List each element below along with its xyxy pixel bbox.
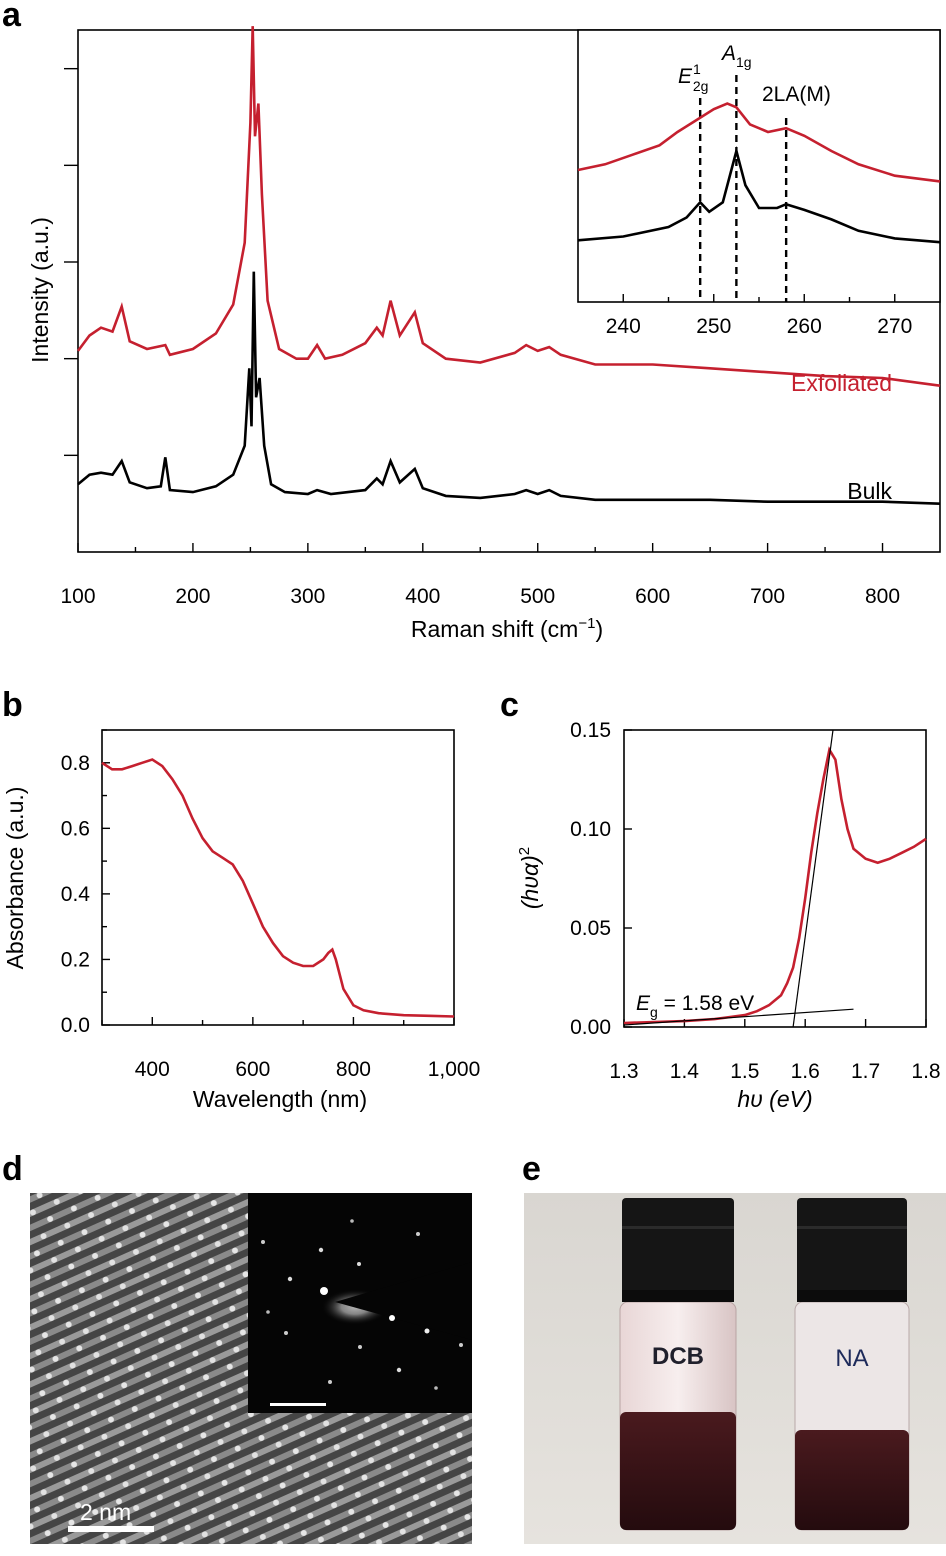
chart-b-xtick-label: 400 — [135, 1058, 170, 1081]
chart-b-ytick-label: 0.2 — [61, 948, 90, 971]
inset-xtick-label: 240 — [606, 315, 641, 338]
inset-xtick-label: 260 — [787, 315, 822, 338]
chart-c-xtick-label: 1.8 — [911, 1060, 940, 1083]
panel-label-e: e — [522, 1150, 541, 1188]
chart-a-inset: 240 250 260 270 E1 2g A1g 2LA(M) — [577, 29, 941, 338]
chart-c-xlabel: hυ (eV) — [737, 1086, 812, 1112]
vial-cap-right — [797, 1198, 907, 1302]
vial-dcb: DCB — [619, 1198, 737, 1531]
chart-b-frame — [101, 729, 455, 1026]
vial-cap-left — [622, 1198, 734, 1302]
chart-a-ylabel: Intensity (a.u.) — [27, 217, 53, 363]
chart-c-xtick-label: 1.6 — [791, 1060, 820, 1083]
scale-bar-label: 2 nm — [80, 1499, 131, 1525]
tangent-line-steep — [792, 729, 834, 1028]
vial-label-right: NA — [835, 1345, 868, 1372]
chart-b-ytick-label: 0.8 — [61, 752, 90, 775]
label-exfoliated: Exfoliated — [791, 370, 892, 396]
tangent-line-baseline — [623, 1008, 854, 1026]
series-line-exfoliated — [76, 26, 941, 387]
marker-label-e2g: E1 2g — [678, 61, 708, 94]
inset-line-exfoliated — [577, 102, 941, 183]
chart-b-ytick-label: 0.6 — [61, 817, 90, 840]
chart-a-xlabel: Raman shift (cm−1) — [411, 615, 603, 642]
panel-label-b: b — [2, 686, 23, 724]
panel-label-a: a — [2, 0, 22, 34]
chart-c-frame — [623, 729, 927, 1028]
series-line-hva2 — [623, 746, 927, 1025]
chart-a-xtick-label: 700 — [750, 585, 785, 608]
inset-frame — [577, 29, 941, 303]
vial-label-left: DCB — [652, 1343, 704, 1370]
chart-b-xlabel: Wavelength (nm) — [193, 1086, 367, 1112]
chart-a-xtick-label: 500 — [520, 585, 555, 608]
bandgap-annotation: Eg = 1.58 eV — [636, 992, 754, 1020]
chart-c-xtick-label: 1.4 — [670, 1060, 700, 1083]
chart-c: 1.3 1.4 1.5 1.6 1.7 1.8 0.00 0.05 0.10 0.15 hυ (e… — [516, 719, 941, 1112]
label-bulk: Bulk — [847, 478, 892, 504]
chart-c-ylabel: (hυα)2 — [516, 847, 543, 909]
scale-bar — [68, 1526, 154, 1532]
chart-c-ytick-label: 0.05 — [570, 917, 611, 940]
chart-a-xtick-label: 800 — [865, 585, 900, 608]
panel-label-d: d — [2, 1150, 23, 1188]
chart-c-ytick-label: 0.10 — [570, 818, 611, 841]
chart-a-xtick-label: 200 — [175, 585, 210, 608]
inset-xtick-label: 250 — [696, 315, 731, 338]
chart-a-xtick-label: 300 — [290, 585, 325, 608]
panel-label-c: c — [500, 686, 519, 724]
chart-c-xtick-label: 1.7 — [851, 1060, 880, 1083]
inset-line-bulk — [577, 145, 941, 244]
inset-xtick-label: 270 — [877, 315, 912, 338]
chart-a-xtick-label: 100 — [60, 585, 95, 608]
chart-b-ytick-label: 0.0 — [61, 1014, 90, 1037]
chart-b-xtick-label: 1,000 — [428, 1058, 481, 1081]
saed-pattern — [261, 1219, 472, 1406]
tem-image: 2 nm — [30, 1193, 472, 1544]
vials-photo: DCB NA — [524, 1193, 946, 1544]
vial-na: NA — [794, 1198, 910, 1531]
chart-b-ylabel: Absorbance (a.u.) — [2, 787, 28, 970]
chart-a-xtick-label: 600 — [635, 585, 670, 608]
chart-c-xtick-label: 1.5 — [730, 1060, 759, 1083]
chart-a: 100 200 300 400 500 600 700 800 Raman shift (cm… — [27, 26, 941, 642]
marker-label-a1g: A1g — [720, 42, 752, 70]
chart-b-xtick-label: 800 — [336, 1058, 371, 1081]
chart-b: 400 600 800 1,000 0.0 0.2 0.4 0.6 0.8 Wavelength… — [2, 729, 481, 1112]
series-line-absorbance — [101, 758, 455, 1018]
chart-a-xtick-label: 400 — [405, 585, 440, 608]
chart-c-ytick-label: 0.15 — [570, 719, 611, 742]
chart-c-xtick-label: 1.3 — [609, 1060, 638, 1083]
chart-b-ytick-label: 0.4 — [61, 883, 91, 906]
chart-b-xtick-label: 600 — [235, 1058, 270, 1081]
marker-label-2la: 2LA(M) — [762, 83, 831, 106]
series-line-bulk — [77, 271, 941, 505]
chart-c-ytick-label: 0.00 — [570, 1016, 611, 1039]
